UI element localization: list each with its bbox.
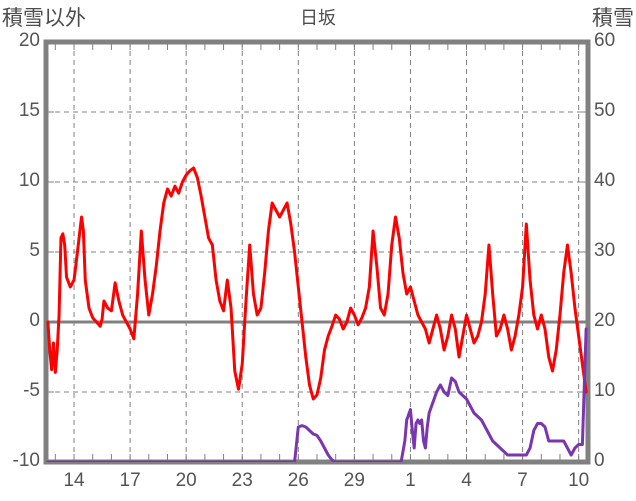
left-axis-caption: 積雪以外 — [2, 7, 86, 30]
x-tick-label: 29 — [343, 470, 365, 491]
y-tick-label: 5 — [29, 240, 40, 261]
y2-tick-label: 30 — [594, 240, 616, 261]
y-tick-label: 20 — [18, 30, 40, 51]
x-tick-label: 14 — [63, 470, 85, 491]
data-series — [46, 166, 588, 462]
x-tick-label: 26 — [287, 470, 309, 491]
y2-tick-label: 60 — [594, 30, 616, 51]
y2-tick-label: 10 — [594, 380, 616, 401]
x-tick-label: 10 — [568, 470, 590, 491]
x-tick-label: 20 — [175, 470, 197, 491]
y-tick-label: 0 — [29, 310, 40, 331]
gridlines — [46, 42, 588, 462]
y2-tick-label: 0 — [594, 450, 605, 471]
x-tick-label: 23 — [231, 470, 253, 491]
plot-frame — [43, 39, 591, 465]
series-line-other — [46, 166, 588, 401]
y-tick-label: -10 — [12, 450, 40, 471]
y2-tick-label: 20 — [594, 310, 616, 331]
right-axis-caption: 積雪 — [592, 7, 634, 30]
series-line-snow — [46, 327, 588, 462]
y2-tick-label: 40 — [594, 170, 616, 191]
y-tick-label: -5 — [23, 380, 40, 401]
y2-tick-label: 50 — [594, 100, 616, 121]
x-tick-label: 7 — [517, 470, 528, 491]
y-tick-label: 15 — [18, 100, 40, 121]
x-tick-label: 17 — [119, 470, 141, 491]
x-tick-label: 4 — [461, 470, 472, 491]
x-tick-label: 1 — [405, 470, 416, 491]
y-tick-label: 10 — [18, 170, 40, 191]
chart-title: 日坂 — [300, 8, 336, 28]
